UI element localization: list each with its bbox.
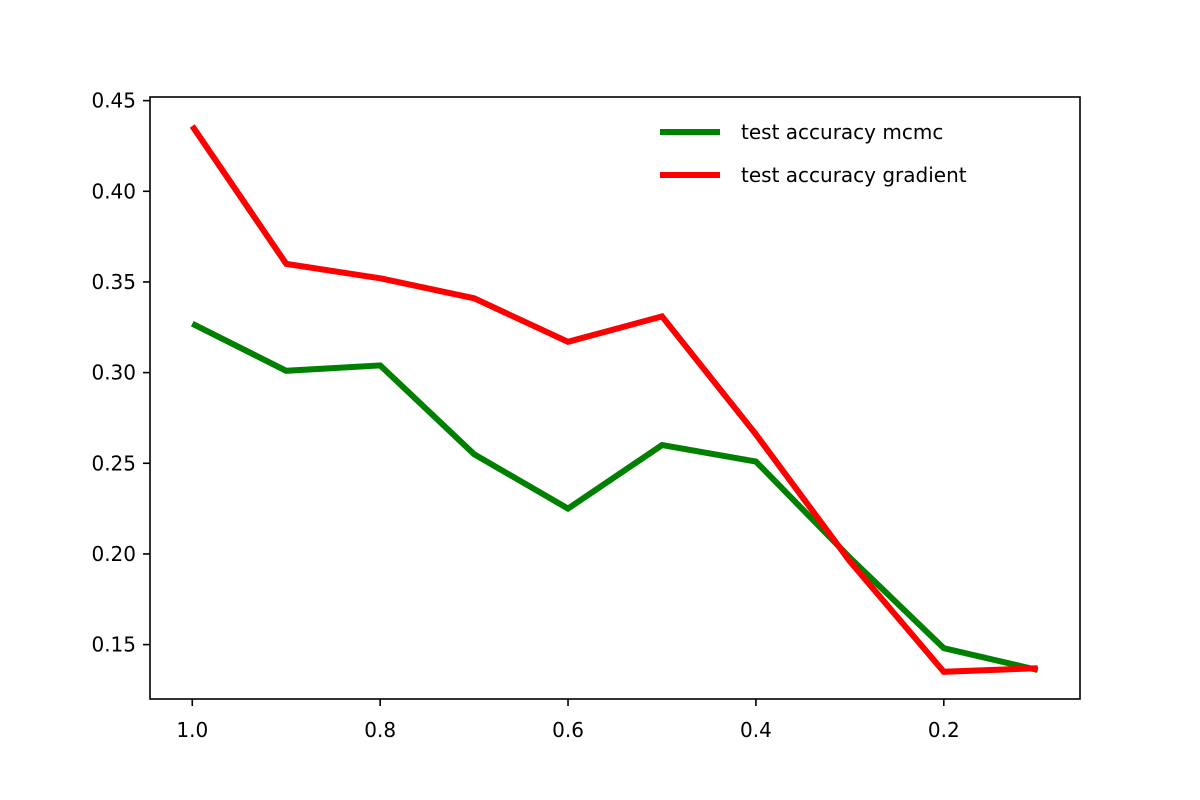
y-tick-label: 0.30 xyxy=(91,361,136,385)
series-layer xyxy=(189,124,1039,675)
y-axis: 0.15 0.20 0.25 0.30 0.35 0.40 0.45 xyxy=(91,89,150,657)
y-tick-label: 0.40 xyxy=(91,179,136,203)
y-tick-label: 0.45 xyxy=(91,89,136,113)
y-tick-label: 0.25 xyxy=(91,451,136,475)
x-axis: 1.0 0.8 0.6 0.4 0.2 xyxy=(176,699,960,742)
legend-label-1: test accuracy gradient xyxy=(741,163,967,187)
x-tick-label: 1.0 xyxy=(176,718,208,742)
y-tick-label: 0.15 xyxy=(91,633,136,657)
series-line-0 xyxy=(190,321,1039,673)
x-tick-label: 0.8 xyxy=(364,718,396,742)
legend: test accuracy mcmc test accuracy gradient xyxy=(660,120,967,187)
x-tick-label: 0.4 xyxy=(740,718,772,742)
series-line-1 xyxy=(189,124,1038,675)
x-tick-label: 0.2 xyxy=(928,718,960,742)
legend-label-0: test accuracy mcmc xyxy=(741,120,943,144)
y-tick-label: 0.35 xyxy=(91,270,136,294)
plot-frame xyxy=(149,96,1081,700)
y-tick-label: 0.20 xyxy=(91,542,136,566)
x-tick-label: 0.6 xyxy=(552,718,584,742)
